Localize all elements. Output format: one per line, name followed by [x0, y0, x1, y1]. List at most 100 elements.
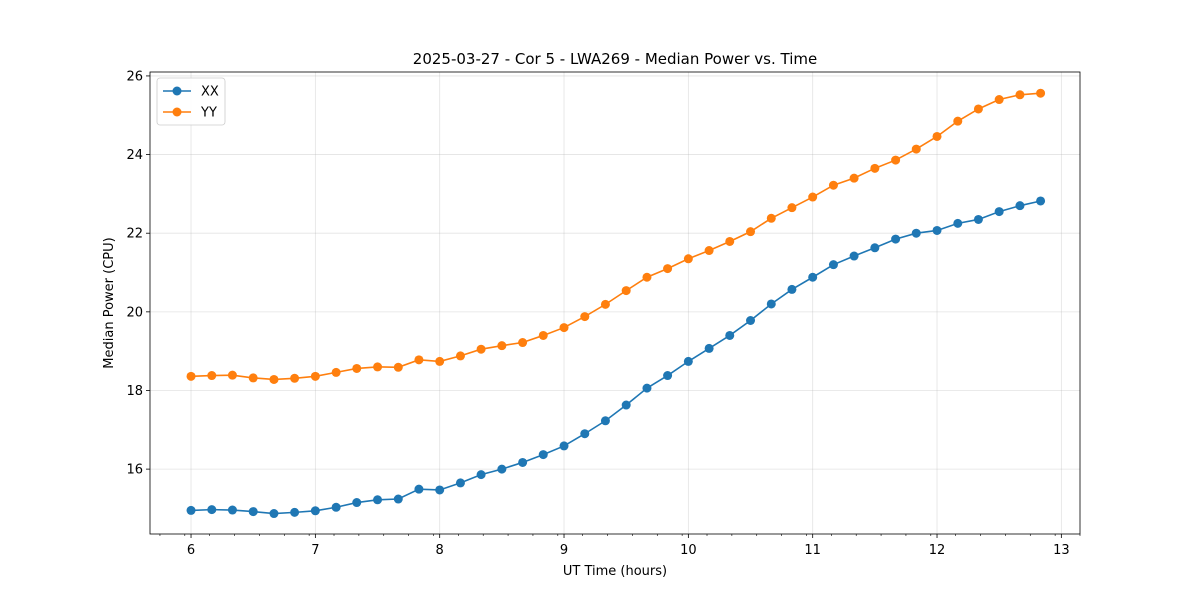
- data-point-xx: [828, 260, 838, 270]
- data-point-xx: [953, 218, 963, 228]
- y-axis-label: Median Power (CPU): [102, 237, 117, 368]
- legend-label: XX: [201, 85, 219, 100]
- data-point-yy: [559, 323, 569, 333]
- data-point-yy: [186, 371, 196, 381]
- data-point-xx: [435, 485, 445, 495]
- data-point-xx: [1036, 196, 1046, 206]
- data-point-yy: [435, 356, 445, 366]
- data-point-xx: [932, 225, 942, 235]
- data-point-yy: [725, 236, 735, 246]
- data-point-yy: [891, 155, 901, 165]
- data-point-xx: [808, 272, 818, 282]
- data-point-xx: [290, 507, 300, 517]
- data-point-yy: [227, 370, 237, 380]
- data-point-yy: [455, 351, 465, 361]
- data-point-xx: [186, 505, 196, 515]
- data-point-yy: [849, 173, 859, 183]
- series-xx: [186, 196, 1046, 519]
- data-point-xx: [642, 383, 652, 393]
- data-point-yy: [746, 227, 756, 237]
- data-point-yy: [290, 373, 300, 383]
- data-point-xx: [766, 299, 776, 309]
- data-point-xx: [248, 507, 258, 517]
- data-point-yy: [787, 203, 797, 213]
- data-point-xx: [269, 509, 279, 519]
- series-yy: [186, 88, 1046, 384]
- data-point-yy: [1036, 88, 1046, 98]
- data-point-yy: [476, 344, 486, 354]
- data-point-yy: [808, 192, 818, 202]
- data-point-xx: [559, 441, 569, 451]
- data-point-yy: [497, 341, 507, 351]
- data-point-yy: [1015, 90, 1025, 100]
- data-point-xx: [683, 356, 693, 366]
- data-point-xx: [476, 470, 486, 480]
- data-point-xx: [227, 505, 237, 515]
- x-tick-label: 9: [560, 543, 568, 558]
- x-tick-label: 11: [804, 543, 821, 558]
- series-line-xx: [190, 200, 1041, 515]
- legend-marker: [172, 86, 182, 96]
- data-point-yy: [269, 374, 279, 384]
- legend: XX YY: [156, 77, 226, 126]
- data-point-xx: [600, 416, 610, 426]
- data-point-yy: [373, 362, 383, 372]
- data-point-yy: [704, 246, 714, 256]
- x-tick-label: 7: [311, 543, 319, 558]
- tick-layer: 6 7 8 9 10 11 12 13 16 18 20 22 24 26: [126, 69, 1081, 558]
- legend-marker: [172, 107, 182, 117]
- data-point-xx: [331, 502, 341, 512]
- data-point-yy: [600, 299, 610, 309]
- data-point-xx: [746, 315, 756, 325]
- legend-entry-yy: YY: [163, 106, 217, 121]
- data-point-xx: [621, 400, 631, 410]
- data-point-xx: [663, 371, 673, 381]
- data-point-xx: [393, 494, 403, 504]
- data-point-xx: [497, 464, 507, 474]
- x-axis-label: UT Time (hours): [563, 564, 667, 579]
- legend-entry-xx: XX: [163, 85, 219, 100]
- x-tick-label: 6: [187, 543, 195, 558]
- data-point-yy: [352, 363, 362, 373]
- data-point-xx: [580, 429, 590, 439]
- data-point-xx: [870, 243, 880, 253]
- y-tick-label: 18: [126, 384, 143, 399]
- data-point-xx: [352, 498, 362, 508]
- data-point-xx: [704, 343, 714, 353]
- data-point-xx: [414, 484, 424, 494]
- legend-label: YY: [200, 106, 217, 121]
- x-tick-label: 13: [1053, 543, 1070, 558]
- data-point-xx: [725, 330, 735, 340]
- data-point-yy: [911, 144, 921, 154]
- data-point-xx: [849, 251, 859, 261]
- data-point-yy: [642, 272, 652, 282]
- grid-layer: [150, 72, 1080, 534]
- y-tick-label: 26: [126, 69, 143, 84]
- data-point-xx: [973, 214, 983, 224]
- data-point-yy: [414, 355, 424, 365]
- data-point-yy: [310, 371, 320, 381]
- y-tick-label: 24: [126, 148, 143, 163]
- data-point-xx: [373, 495, 383, 505]
- data-point-yy: [828, 180, 838, 190]
- data-point-xx: [518, 457, 528, 467]
- data-point-xx: [310, 506, 320, 516]
- data-point-xx: [891, 234, 901, 244]
- data-point-yy: [331, 367, 341, 377]
- data-point-yy: [518, 338, 528, 348]
- data-point-yy: [683, 254, 693, 264]
- data-point-xx: [911, 228, 921, 238]
- y-tick-label: 20: [126, 305, 143, 320]
- y-tick-label: 16: [126, 463, 143, 478]
- data-point-yy: [766, 213, 776, 223]
- data-point-yy: [663, 264, 673, 274]
- data-point-yy: [953, 116, 963, 126]
- data-point-yy: [393, 362, 403, 372]
- data-point-yy: [994, 95, 1004, 105]
- x-tick-label: 10: [680, 543, 697, 558]
- data-point-yy: [932, 131, 942, 141]
- data-point-yy: [248, 373, 258, 383]
- data-point-xx: [207, 505, 217, 515]
- data-point-xx: [787, 284, 797, 294]
